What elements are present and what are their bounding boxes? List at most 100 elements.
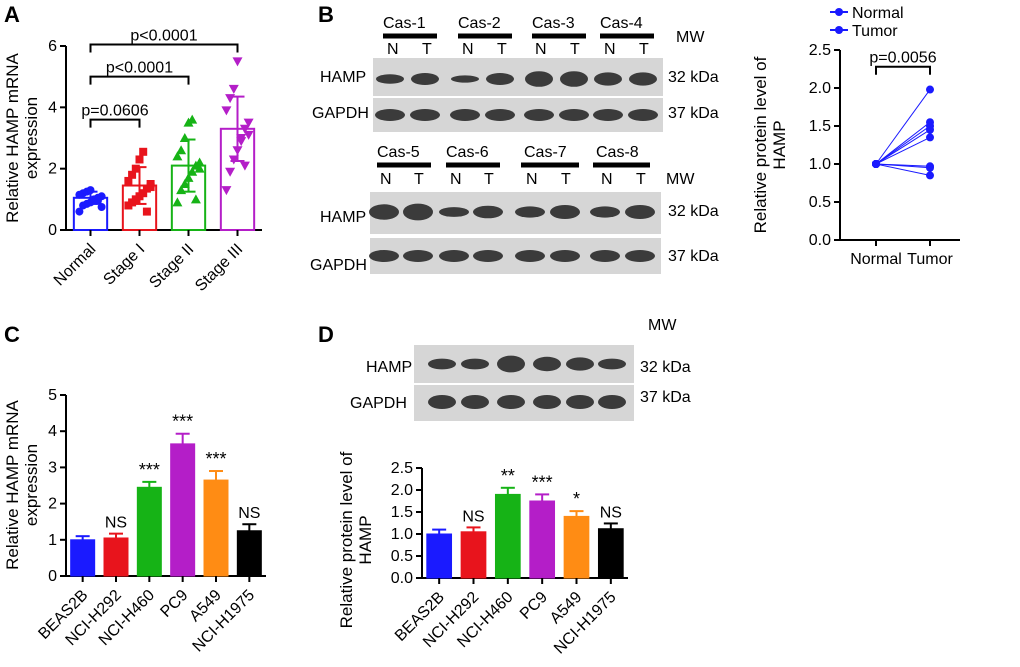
blot-band — [486, 73, 514, 85]
blot-case-label: Cas-2 — [458, 15, 501, 32]
blot-band — [369, 204, 399, 220]
blot-band — [485, 109, 515, 121]
lane-label: T — [561, 171, 571, 188]
significance-label: * — [573, 489, 580, 509]
blot-band — [515, 206, 545, 218]
lane-label: N — [604, 41, 616, 58]
x-tick-label: Normal — [850, 251, 902, 268]
blot-d: MW HAMP GAPDH 32 kDa 37 kDa — [350, 317, 691, 421]
data-point — [146, 180, 155, 188]
significance-label: NS — [105, 515, 127, 532]
y-axis-label-line: Relative protein level of — [337, 451, 356, 628]
blot-band — [566, 395, 594, 409]
y-axis-label-line: Relative protein level of — [751, 56, 770, 233]
blot-row-label-gapdh: GAPDH — [312, 105, 369, 122]
blot-band — [593, 109, 623, 121]
data-point — [194, 163, 205, 173]
blot-band — [439, 250, 469, 262]
y-axis-label: Relative HAMP mRNAexpression — [3, 399, 41, 569]
blot-band — [450, 109, 480, 121]
blot-band — [411, 73, 439, 85]
data-point — [221, 106, 232, 116]
blot-case-label: Cas-8 — [596, 144, 639, 161]
data-point — [135, 155, 144, 164]
lane-label: N — [601, 171, 613, 188]
blot-b-top: Cas-1 Cas-2 Cas-3 Cas-4 N T N T N T N T … — [312, 15, 719, 132]
blot-band — [559, 109, 589, 121]
data-point — [142, 207, 151, 216]
bar — [563, 515, 590, 579]
data-point — [131, 164, 140, 173]
legend-marker — [835, 26, 843, 34]
data-point — [239, 124, 250, 134]
lane-label: T — [639, 41, 649, 58]
comparison-bracket — [89, 75, 190, 85]
significance-label: *** — [205, 449, 226, 469]
blot-band — [625, 250, 655, 262]
panel-label-b: B — [318, 2, 334, 27]
bar — [170, 443, 196, 577]
y-axis-label: Relative HAMP mRNAexpression — [3, 52, 41, 222]
significance-label: NS — [238, 505, 260, 522]
y-tick-label: 0 — [48, 222, 57, 239]
data-point — [194, 157, 205, 167]
blot-band — [628, 109, 658, 121]
lane-label: N — [450, 171, 462, 188]
data-point — [128, 170, 137, 179]
legend-label: Tumor — [852, 23, 898, 40]
x-tick-label: Tumor — [907, 251, 953, 268]
blot-band — [461, 395, 489, 409]
y-axis-label-line: HAMP — [356, 515, 375, 564]
pair-line — [875, 125, 931, 165]
blot-band — [550, 205, 580, 219]
data-point — [239, 161, 250, 171]
lane-label: T — [414, 171, 424, 188]
blot-band — [550, 250, 580, 262]
blot-band — [515, 250, 545, 262]
mw-label: MW — [676, 29, 705, 46]
bar — [426, 533, 453, 579]
blot-band — [473, 250, 503, 262]
y-tick-label: 2 — [48, 161, 57, 178]
data-point — [228, 84, 239, 94]
blot-band — [428, 358, 456, 370]
y-tick-label: 2.0 — [809, 80, 831, 97]
blot-band — [375, 109, 405, 121]
kda-label: 32 kDa — [640, 359, 691, 376]
blot-bands — [369, 203, 655, 262]
kda-label: 37 kDa — [640, 389, 691, 406]
blot-bands — [428, 355, 626, 409]
blot-band — [625, 205, 655, 219]
data-point — [139, 189, 148, 198]
y-tick-label: 0.0 — [391, 570, 413, 587]
data-point — [179, 133, 190, 142]
bar — [236, 530, 262, 577]
data-point — [187, 166, 198, 176]
blot-band — [598, 395, 626, 409]
blot-band — [473, 205, 503, 219]
y-tick-label: 2 — [48, 496, 57, 513]
blot-band — [629, 72, 657, 86]
blot-band — [533, 356, 561, 372]
y-tick-label: 1 — [48, 532, 57, 549]
blot-bands — [375, 71, 658, 121]
data-point — [243, 118, 254, 128]
bar — [136, 486, 162, 577]
data-point — [176, 145, 187, 155]
lane-label: N — [380, 171, 392, 188]
blot-band — [410, 109, 440, 121]
data-point — [236, 137, 247, 147]
blot-band — [533, 395, 561, 409]
significance-label: ** — [501, 466, 515, 486]
blot-band — [403, 250, 433, 262]
data-point — [176, 185, 187, 195]
x-tick-label: PC9 — [517, 589, 551, 623]
significance-label: *** — [172, 412, 193, 432]
y-tick-label: 1.0 — [391, 526, 413, 543]
data-point — [232, 146, 243, 156]
pair-line — [875, 163, 931, 169]
data-point — [926, 133, 934, 142]
blot-band — [525, 71, 553, 87]
data-point — [93, 196, 102, 205]
comparison-bracket — [875, 65, 931, 75]
